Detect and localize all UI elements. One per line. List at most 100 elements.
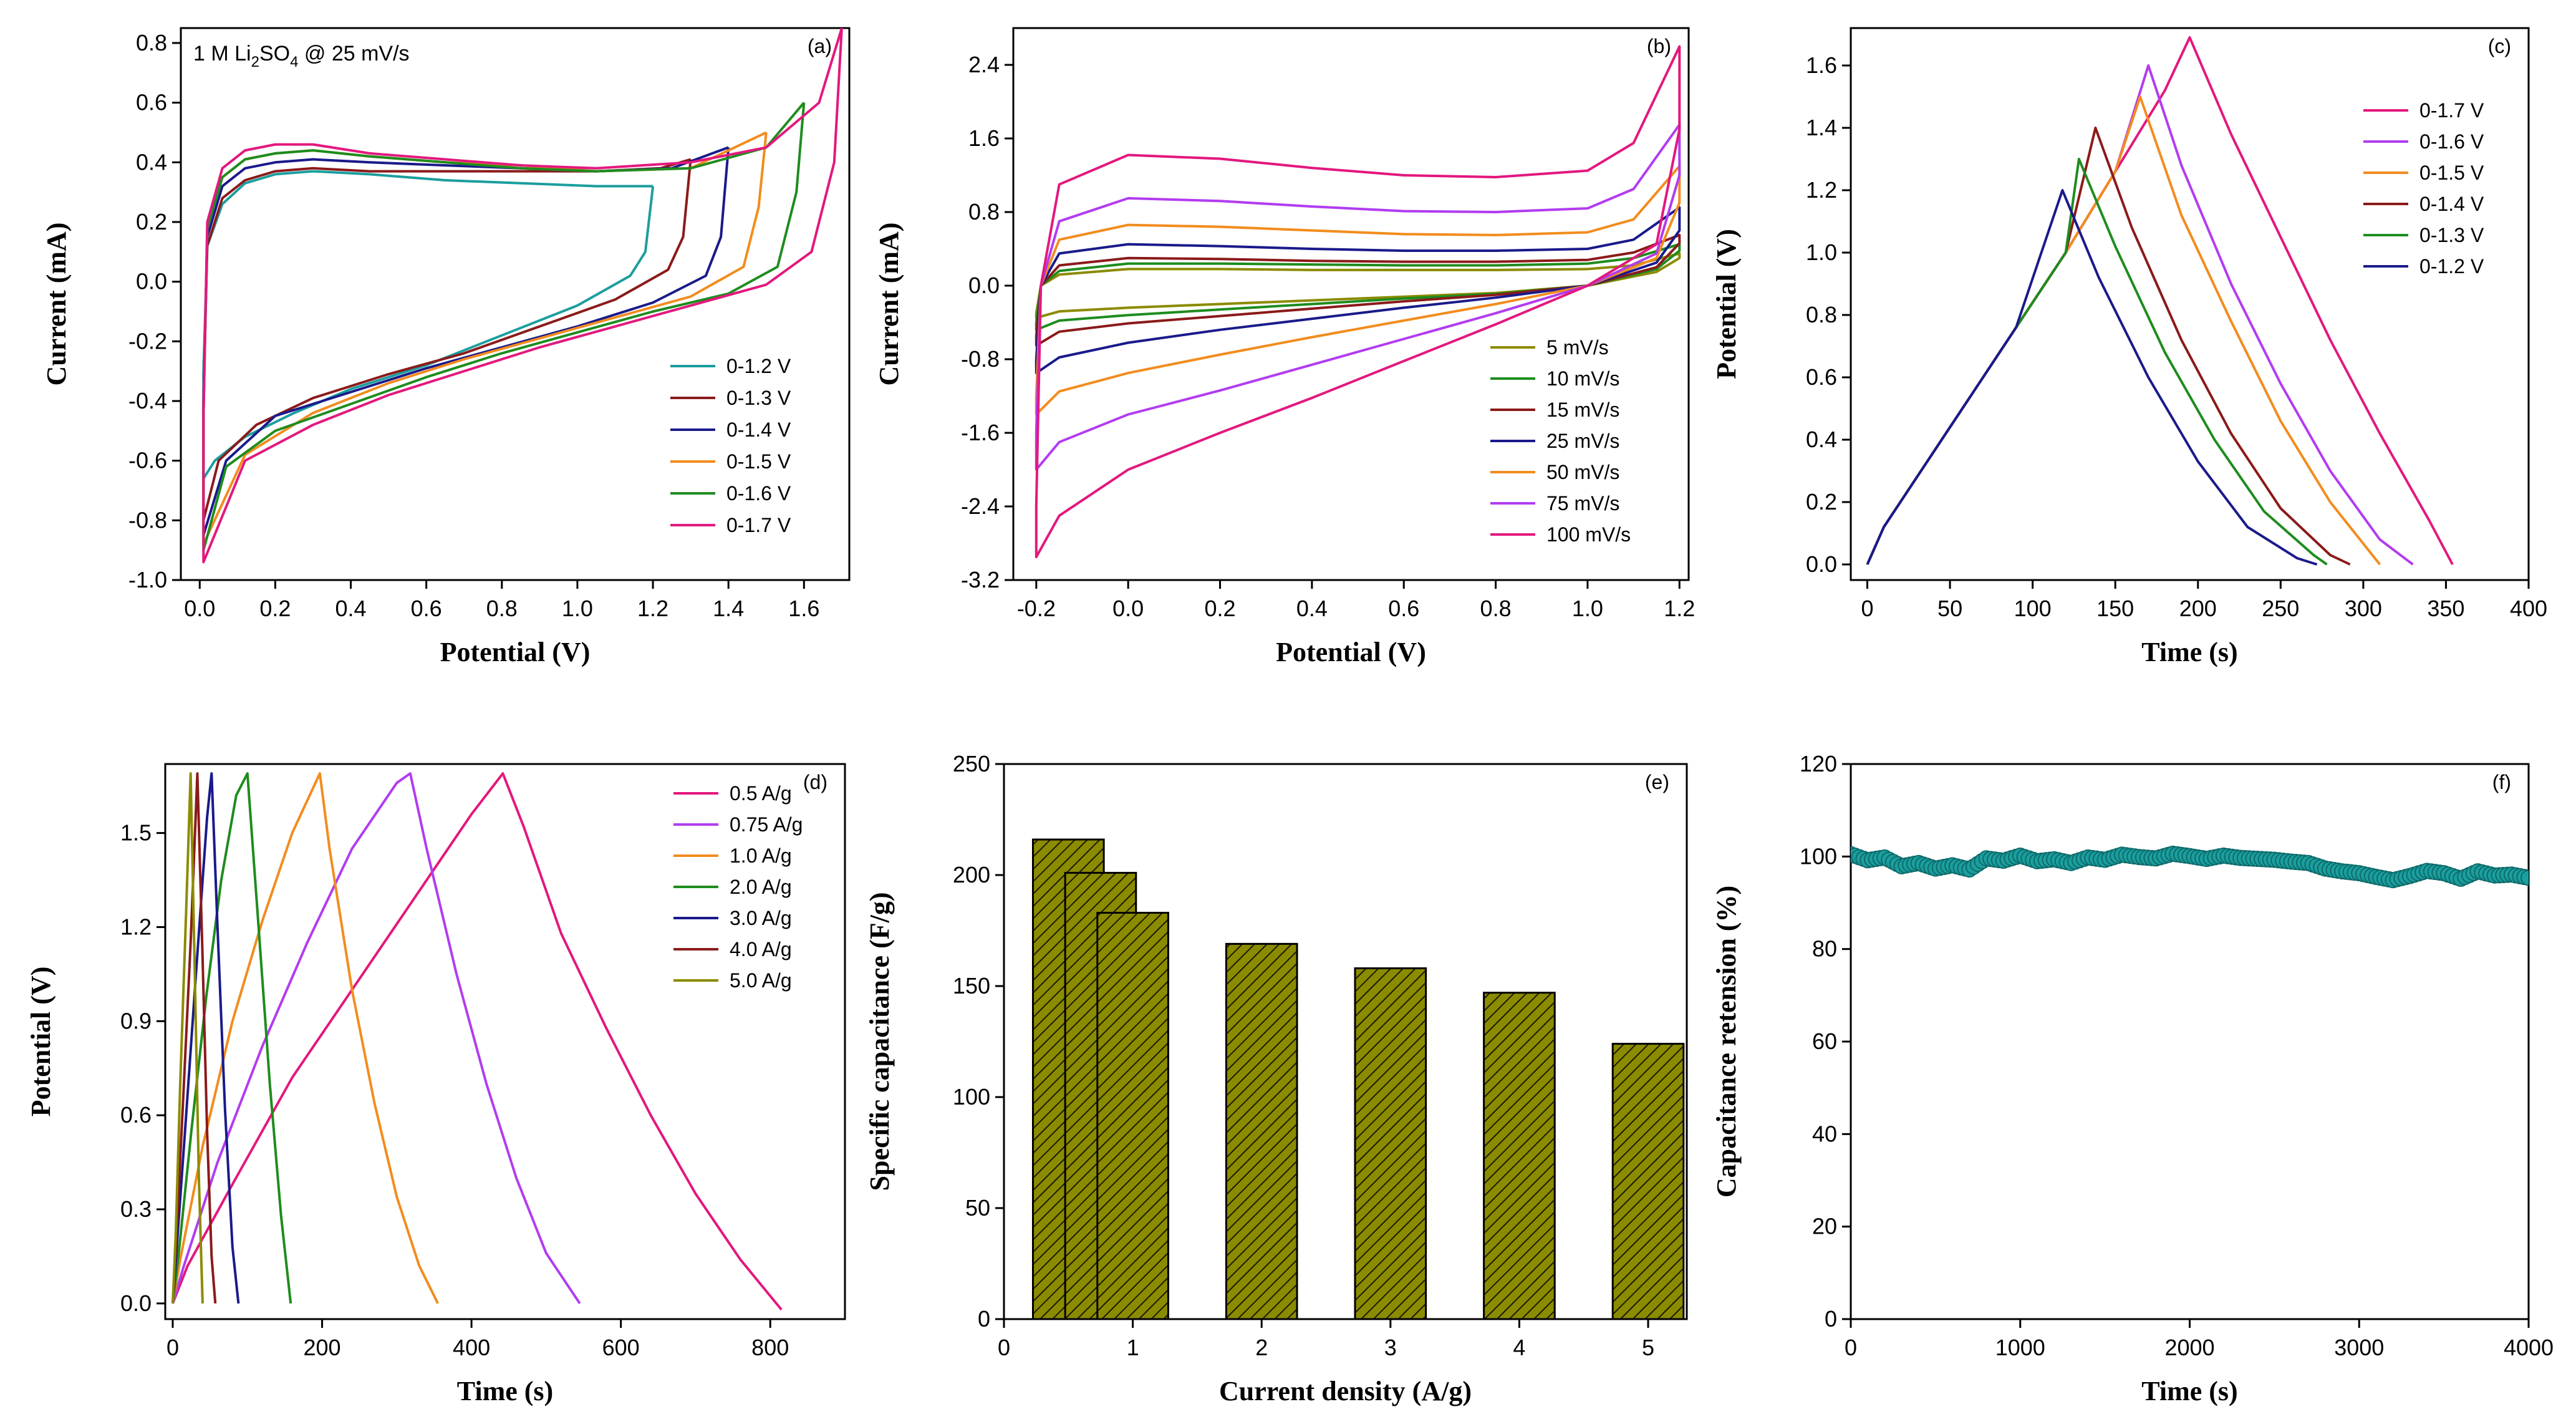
series-line-0-75-a-g — [171, 772, 581, 1305]
y-tick-label: 0.8 — [136, 30, 167, 56]
legend-label: 10 mV/s — [1546, 367, 1619, 390]
legend-label: 0-1.3 V — [2419, 224, 2484, 246]
series-line-0-1-5-v — [1866, 95, 2381, 566]
series-line-100-mv-s — [1035, 45, 1681, 559]
y-tick-label: 20 — [1812, 1214, 1837, 1239]
series-line-25-mv-s — [1035, 206, 1681, 375]
x-axis-title: Potential (V) — [440, 637, 591, 667]
series-group — [202, 28, 843, 564]
x-tick-label: 0.6 — [1388, 596, 1419, 621]
panel-tag: (a) — [808, 35, 832, 57]
legend-label: 0-1.6 V — [2419, 130, 2484, 153]
x-tick-label: 250 — [2262, 596, 2299, 621]
y-tick-label: 0.0 — [136, 269, 167, 294]
y-tick-label: 0.0 — [1806, 551, 1837, 577]
y-tick-label: 1.5 — [120, 820, 152, 846]
y-tick-label: 0.0 — [120, 1290, 152, 1316]
x-tick-label: 0.6 — [411, 596, 442, 621]
x-tick-label: 0.8 — [486, 596, 518, 621]
plot-frame — [164, 763, 846, 1320]
y-tick-label: 0.0 — [968, 273, 1000, 298]
series-line-50-mv-s — [1035, 165, 1681, 416]
y-tick-label: -0.6 — [128, 448, 167, 473]
y-axis-title: Specific capacitance (F/g) — [864, 892, 895, 1191]
x-tick-label: 3 — [1384, 1335, 1397, 1360]
y-tick-label: 1.2 — [120, 914, 152, 939]
x-tick-label: 0.2 — [1205, 596, 1236, 621]
x-tick-label: 0 — [166, 1335, 179, 1360]
bar-5 — [1611, 1043, 1685, 1320]
y-tick-label: 0.4 — [1806, 427, 1837, 452]
y-tick-label: 0.6 — [1806, 364, 1837, 390]
panel-b: -0.2 0.0 0.2 0.4 0.6 0.8 1.0 1.2 -3.2 -2.4 -1.6 -0.… — [874, 27, 1695, 667]
y-axis-title: Potential (V) — [26, 967, 56, 1117]
y-tick-label: 50 — [965, 1195, 990, 1221]
y-tick-label: 1.6 — [1806, 52, 1837, 78]
series-line-0-1-7-v — [1866, 36, 2454, 565]
legend-label: 50 mV/s — [1546, 461, 1619, 483]
y-tick-label: -0.4 — [128, 388, 167, 414]
x-tick-label: 800 — [751, 1335, 789, 1360]
panel-tag: (e) — [1645, 771, 1669, 793]
bar-4 — [1483, 992, 1556, 1320]
series-line-4-0-a-g — [171, 772, 217, 1304]
legend-label: 0.5 A/g — [730, 782, 792, 805]
x-tick-label: 1.0 — [1572, 596, 1603, 621]
legend-label: 25 mV/s — [1546, 430, 1619, 452]
y-tick-label: 100 — [1800, 843, 1837, 869]
panel-a: 0.0 0.2 0.4 0.6 0.8 1.0 1.2 1.4 1.6 -1.0 -0.8 -0.6 -… — [41, 27, 851, 667]
y-axis-title: Current (mA) — [41, 223, 72, 386]
legend-label: 0-1.4 V — [726, 418, 791, 441]
panel-d: 0 200 400 600 800 0.0 0.3 0.6 0.9 1.2 1.5 Time (s) P… — [26, 763, 846, 1406]
x-tick-label: -0.2 — [1017, 596, 1056, 621]
y-tick-label: 0.8 — [968, 199, 1000, 225]
x-tick-label: 400 — [2510, 596, 2547, 621]
y-tick-label: 0.2 — [1806, 489, 1837, 515]
x-axis-title: Current density (A/g) — [1219, 1376, 1472, 1406]
x-tick-label: 5 — [1642, 1335, 1654, 1360]
series-line-15-mv-s — [1035, 233, 1681, 347]
legend-label: 4.0 A/g — [730, 938, 792, 960]
x-tick-label: 1.0 — [562, 596, 593, 621]
x-tick-label: 350 — [2427, 596, 2464, 621]
series-line-0-1-3-v — [1866, 158, 2328, 566]
panel-c: 0 50 100 150 200 250 300 350 400 0.0 0.2 0.4 0.6 0.8 1… — [1711, 27, 2547, 667]
legend-label: 0-1.5 V — [726, 450, 791, 473]
y-tick-label: 1.4 — [1806, 115, 1837, 140]
plot-frame — [1003, 763, 1688, 1320]
panel-tag: (c) — [2488, 35, 2511, 57]
x-axis-title: Potential (V) — [1276, 637, 1426, 667]
series-group — [171, 772, 783, 1311]
legend-label: 0-1.4 V — [2419, 193, 2484, 215]
series-line-0-1-3-v — [202, 158, 692, 522]
y-tick-label: -1.6 — [961, 420, 1000, 445]
y-tick-label: 0 — [978, 1306, 990, 1332]
x-axis-title: Time (s) — [2141, 1376, 2237, 1406]
y-axis-title: Potential (V) — [1711, 229, 1742, 379]
y-tick-label: 100 — [953, 1084, 990, 1110]
y-tick-label: 40 — [1812, 1121, 1837, 1146]
panel-tag: (b) — [1647, 35, 1671, 57]
x-tick-label: 1 — [1127, 1335, 1139, 1360]
series-line-0-5-a-g — [171, 772, 783, 1311]
x-tick-label: 2 — [1255, 1335, 1268, 1360]
series-line-10-mv-s — [1035, 243, 1681, 331]
x-tick-label: 1.2 — [1664, 596, 1695, 621]
x-tick-label: 3000 — [2334, 1335, 2384, 1360]
panel-tag: (f) — [2492, 771, 2511, 793]
legend-label: 15 mV/s — [1546, 399, 1619, 421]
series-group — [1866, 36, 2454, 566]
y-tick-label: 60 — [1812, 1028, 1837, 1054]
legend-label: 100 mV/s — [1546, 523, 1631, 546]
y-tick-label: 250 — [953, 751, 990, 776]
legend-label: 75 mV/s — [1546, 492, 1619, 515]
series-line-1-0-a-g — [171, 772, 439, 1304]
legend-label: 0-1.2 V — [2419, 255, 2484, 278]
x-tick-label: 50 — [1937, 596, 1962, 621]
series-line-3-0-a-g — [171, 772, 240, 1304]
plot-frame — [1012, 27, 1690, 581]
series-line-0-1-5-v — [202, 131, 768, 546]
y-tick-label: 80 — [1812, 936, 1837, 962]
